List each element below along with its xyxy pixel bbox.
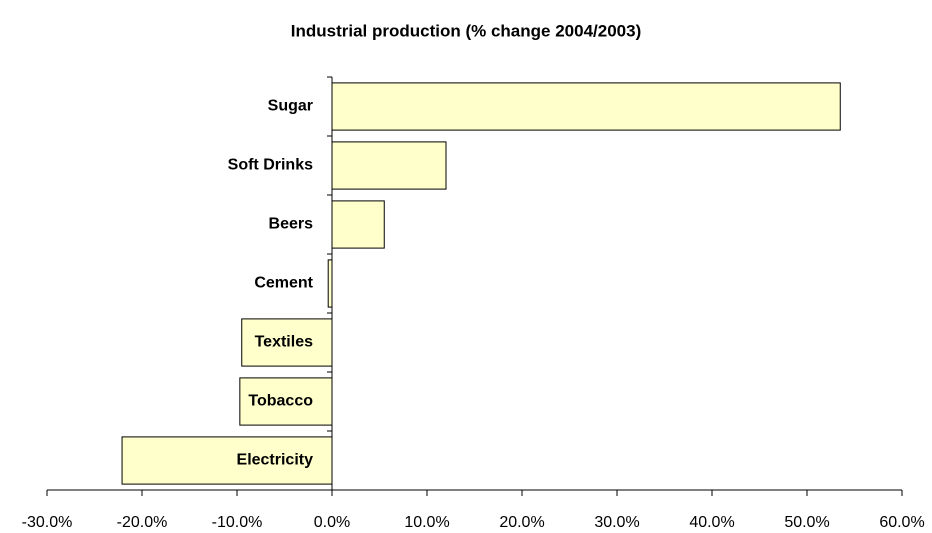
x-tick-label: 40.0% <box>689 514 734 531</box>
x-tick-label: 0.0% <box>314 514 350 531</box>
bar <box>121 436 333 485</box>
y-tick-label: Tobacco <box>248 393 313 410</box>
bar <box>327 259 333 308</box>
bar <box>331 141 447 190</box>
x-tick-label: -20.0% <box>117 514 168 531</box>
y-tick-label: Soft Drinks <box>228 157 313 174</box>
x-tick-label: 10.0% <box>404 514 449 531</box>
x-tick-label: 50.0% <box>784 514 829 531</box>
y-tick-label: Cement <box>254 275 313 292</box>
chart-title: Industrial production (% change 2004/200… <box>291 21 641 40</box>
bar <box>331 82 841 131</box>
x-tick-label: 60.0% <box>879 514 924 531</box>
bar <box>239 377 333 426</box>
x-tick-label: -30.0% <box>22 514 73 531</box>
x-tick-label: 30.0% <box>594 514 639 531</box>
y-tick-label: Sugar <box>268 98 313 115</box>
y-tick-label: Electricity <box>237 452 314 469</box>
x-tick-label: -10.0% <box>212 514 263 531</box>
y-tick-label: Beers <box>269 216 314 233</box>
bar <box>241 318 333 367</box>
bar <box>331 200 385 249</box>
x-tick-label: 20.0% <box>499 514 544 531</box>
y-tick-label: Textiles <box>255 334 314 351</box>
